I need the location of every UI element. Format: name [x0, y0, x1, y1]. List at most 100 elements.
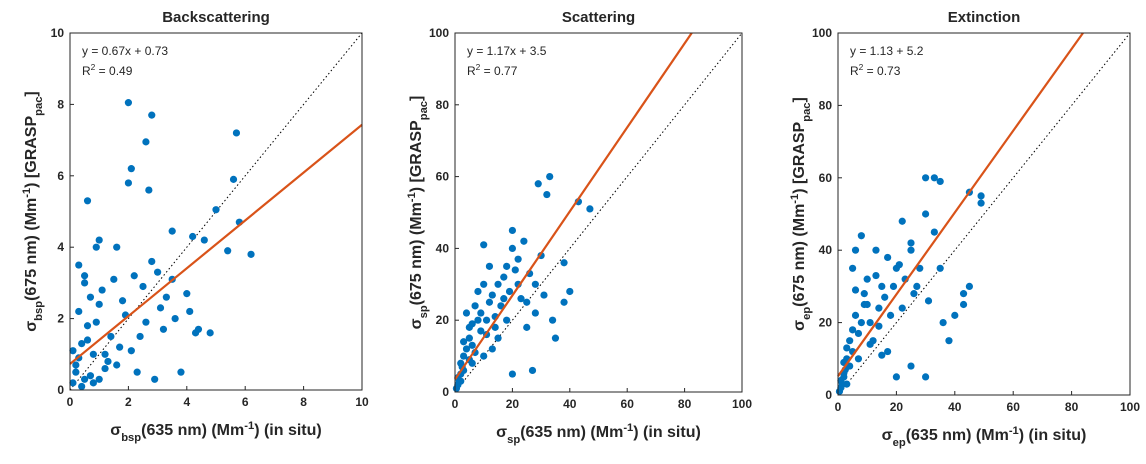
point [586, 205, 594, 213]
point [81, 375, 89, 383]
point [75, 261, 83, 269]
y-axis-label: σsp(675 nm) (Mm-1) [GRASPpac] [406, 96, 430, 330]
point [488, 345, 496, 353]
label-run: σ [791, 320, 808, 331]
point [168, 227, 176, 235]
point [92, 243, 100, 251]
label-run: R [82, 64, 91, 78]
label-run: σ [882, 427, 893, 444]
x-tick-label: 4 [183, 395, 190, 409]
y-tick-label: 100 [429, 26, 449, 40]
identity-line [454, 32, 743, 393]
point [889, 282, 898, 290]
annotation: R2 = 0.73 [850, 62, 901, 78]
point [531, 309, 539, 317]
point [872, 246, 880, 254]
point [936, 264, 944, 272]
supscript: -1 [21, 188, 33, 198]
point [171, 315, 179, 323]
point [884, 253, 892, 262]
point [875, 304, 883, 312]
x-tick-label: 8 [300, 395, 307, 409]
point [523, 298, 531, 306]
point [142, 138, 150, 146]
y-tick-label: 80 [819, 98, 833, 112]
x-tick-label: 6 [242, 395, 249, 409]
y-tick-label: 0 [442, 385, 449, 399]
supscript: -1 [623, 422, 633, 434]
point [959, 290, 968, 298]
point [485, 298, 494, 306]
x-tick-label: 10 [355, 395, 369, 409]
subscript: ep [801, 307, 813, 320]
point [951, 311, 959, 319]
label-run: y = 0.67x + 0.73 [82, 44, 168, 58]
point [924, 297, 933, 305]
point [551, 334, 560, 342]
y-axis-label: σep(675 nm) (Mm-1) [GRASPpac] [789, 97, 813, 331]
chart-title: Extinction [948, 9, 1021, 26]
identity-line [837, 32, 1131, 396]
point [872, 271, 880, 280]
point [113, 361, 121, 369]
label-run: ) (in situ) [1019, 427, 1087, 444]
y-tick-label: 20 [819, 316, 833, 330]
point [505, 287, 514, 296]
point [89, 350, 97, 358]
point [866, 340, 874, 348]
point [835, 387, 844, 395]
point [136, 332, 144, 341]
label-run: = 0.49 [95, 64, 132, 78]
point [468, 341, 476, 349]
identity-line [69, 32, 363, 391]
point [142, 318, 150, 326]
point [503, 262, 511, 270]
point [81, 279, 89, 287]
annotation: y = 1.13 + 5.2 [850, 44, 924, 58]
subscript: sp [418, 305, 430, 318]
annotation: y = 1.17x + 3.5 [467, 44, 547, 58]
label-run: ] [23, 91, 40, 96]
point [482, 316, 491, 324]
point [860, 290, 868, 298]
point [86, 372, 95, 380]
point [898, 217, 906, 225]
point [523, 323, 531, 331]
point [130, 272, 138, 280]
panel: Extinction 0 20 40 60 80 100 0 20 40 60 80 100 y = 1.… [789, 9, 1140, 449]
point [127, 347, 135, 355]
point [494, 334, 502, 342]
point [480, 352, 488, 360]
point [69, 379, 77, 387]
point [511, 266, 519, 274]
subscript: sp [507, 434, 520, 446]
point [878, 282, 886, 290]
point [83, 197, 92, 205]
point [95, 375, 103, 383]
point [930, 174, 938, 182]
annotation: R2 = 0.77 [467, 62, 518, 78]
supscript: 2 [476, 62, 481, 72]
point [78, 382, 86, 391]
point [474, 316, 482, 324]
point [898, 304, 906, 312]
point [247, 250, 255, 258]
x-tick-label: 80 [678, 397, 692, 411]
point [930, 228, 938, 236]
point [95, 236, 103, 244]
label-run: y = 1.17x + 3.5 [467, 44, 547, 58]
point [849, 264, 857, 272]
point [846, 337, 854, 345]
label-run: (635 nm) (Mm [520, 424, 623, 441]
y-tick-label: 6 [57, 169, 64, 183]
label-run: ) (in situ) [254, 422, 322, 439]
x-tick-label: 100 [732, 397, 752, 411]
point [113, 243, 121, 251]
point [881, 293, 889, 301]
panel: Backscattering 0 2 4 6 8 10 0 2 4 6 8 10 y = 0.67x + … [21, 9, 369, 444]
point [854, 355, 863, 363]
point [851, 286, 860, 294]
label-run: ) [GRASP [791, 121, 808, 193]
point [471, 302, 479, 310]
